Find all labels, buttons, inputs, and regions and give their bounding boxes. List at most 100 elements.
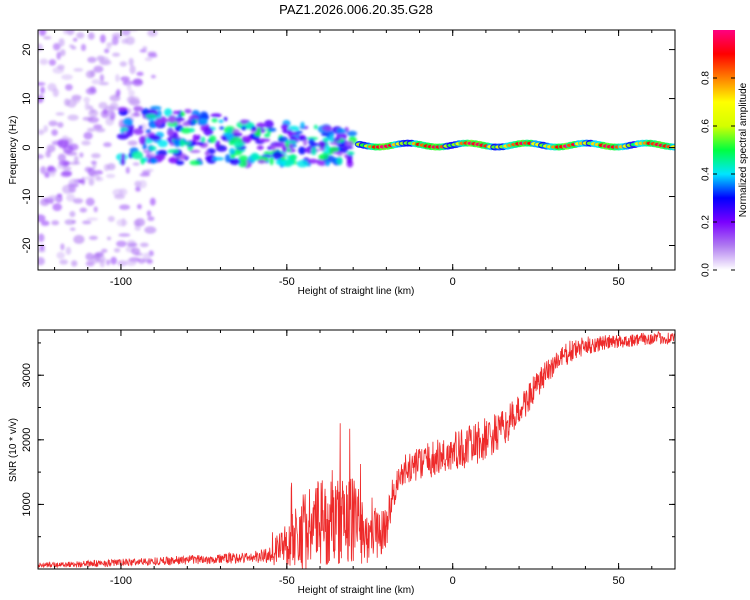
spectrogram-blob bbox=[179, 138, 185, 147]
snr-y-tick-label: 2000 bbox=[21, 428, 33, 452]
spectrogram-blob bbox=[343, 145, 354, 150]
snr-x-tick-label: -100 bbox=[110, 575, 132, 587]
spectrogram-blob bbox=[321, 132, 330, 137]
snr-x-label: Height of straight line (km) bbox=[298, 585, 415, 596]
spectrogram-blob bbox=[101, 248, 108, 253]
spectrogram-blob bbox=[204, 151, 210, 156]
spectrogram-blob bbox=[87, 32, 95, 40]
spectrogram-blob bbox=[82, 116, 94, 121]
spectrogram-blob bbox=[303, 139, 308, 146]
spectrogram-blob bbox=[274, 142, 286, 148]
spectrogram-blob bbox=[125, 258, 137, 266]
colorbar-tick-label: 0.4 bbox=[701, 167, 712, 181]
spectrogram-blob bbox=[345, 140, 354, 147]
spectrogram-blob bbox=[128, 89, 135, 97]
spectrogram-blob bbox=[60, 243, 65, 251]
spectrogram-blob bbox=[145, 168, 154, 172]
spectrogram-blob bbox=[109, 102, 119, 111]
spectrogram-blob bbox=[172, 110, 180, 115]
spectrogram-blobs bbox=[38, 30, 358, 268]
spectrogram-blob bbox=[233, 141, 243, 149]
spectrogram-blob bbox=[67, 114, 79, 121]
spectrogram-blob bbox=[38, 30, 47, 36]
spectrogram-y-tick-label: -20 bbox=[21, 238, 33, 254]
spectrogram-blob bbox=[182, 141, 192, 146]
snr-y-label: SNR (10 * v/v) bbox=[8, 418, 19, 482]
spectrogram-blob bbox=[83, 131, 93, 140]
spectrogram-blob bbox=[115, 74, 120, 83]
spectrogram-blob bbox=[89, 69, 96, 78]
spectrogram-blob bbox=[38, 248, 46, 253]
spectrogram-blob bbox=[106, 236, 112, 241]
spectrogram-carrier-line bbox=[354, 139, 675, 151]
snr-x-tick-label: 0 bbox=[450, 575, 456, 587]
spectrogram-blob bbox=[112, 52, 121, 57]
spectrogram-blob bbox=[219, 126, 225, 130]
spectrogram-blob bbox=[59, 259, 69, 265]
spectrogram-blob bbox=[131, 247, 141, 255]
spectrogram-blob bbox=[109, 94, 121, 102]
spectrogram-blob bbox=[61, 74, 73, 80]
spectrogram-blob bbox=[346, 130, 358, 137]
spectrogram-blob bbox=[114, 194, 125, 200]
spectrogram-blob bbox=[329, 135, 334, 143]
spectrogram-blob bbox=[191, 117, 197, 125]
spectrogram-blob bbox=[251, 126, 257, 131]
snr-x-tick-label: 50 bbox=[612, 575, 624, 587]
spectrogram-blob bbox=[73, 68, 84, 72]
spectrogram-blob bbox=[308, 138, 315, 146]
spectrogram-blob bbox=[38, 82, 46, 86]
snr-y-tick-label: 3000 bbox=[21, 363, 33, 387]
spectrogram-blob bbox=[80, 43, 87, 52]
spectrogram-blob bbox=[285, 148, 292, 153]
spectrogram-blob bbox=[79, 207, 88, 213]
spectrogram-blob bbox=[281, 145, 287, 153]
spectrogram-blob bbox=[56, 193, 63, 198]
spectrogram-blob bbox=[298, 134, 306, 139]
spectrogram-blob bbox=[127, 242, 138, 247]
spectrogram-blob bbox=[52, 88, 59, 97]
spectrogram-blob bbox=[56, 251, 65, 260]
spectrogram-blob bbox=[211, 118, 218, 123]
spectrogram-blob bbox=[129, 65, 136, 75]
spectrogram-blob bbox=[229, 158, 241, 166]
spectrogram-blob bbox=[259, 138, 271, 143]
spectrogram-blob bbox=[136, 71, 144, 76]
spectrogram-blob bbox=[57, 64, 65, 70]
spectrogram-y-ticks: -20 -10 0 10 20 bbox=[21, 43, 675, 253]
spectrogram-blob bbox=[182, 121, 191, 127]
spectrogram-blob bbox=[221, 135, 227, 141]
spectrogram-blob bbox=[84, 176, 95, 181]
spectrogram-blob bbox=[66, 30, 75, 36]
spectrogram-blob bbox=[116, 219, 128, 227]
spectrogram-blob bbox=[58, 160, 70, 166]
spectrogram-blob bbox=[79, 152, 84, 158]
spectrogram-blob bbox=[147, 51, 157, 56]
spectrogram-blob bbox=[133, 128, 144, 135]
spectrogram-blob bbox=[45, 150, 51, 158]
spectrogram-blob bbox=[66, 98, 77, 108]
spectrogram-blob bbox=[313, 124, 318, 130]
spectrogram-blob bbox=[346, 154, 353, 164]
spectrogram-blob bbox=[134, 225, 141, 231]
spectrogram-blob bbox=[318, 155, 325, 160]
spectrogram-blob bbox=[255, 123, 267, 127]
spectrogram-blob bbox=[318, 147, 326, 151]
spectrogram-y-tick-label: 10 bbox=[21, 92, 33, 104]
spectrogram-blob bbox=[286, 140, 298, 144]
spectrogram-blob bbox=[176, 117, 185, 122]
snr-frame bbox=[37, 329, 676, 570]
spectrogram-blob bbox=[89, 171, 98, 178]
spectrogram-blob bbox=[119, 204, 131, 210]
spectrogram-blob bbox=[40, 86, 45, 94]
spectrogram-blob bbox=[126, 96, 136, 104]
spectrogram-blob bbox=[268, 127, 277, 132]
spectrogram-blob bbox=[229, 147, 236, 155]
spectrogram-blob bbox=[116, 89, 121, 97]
spectrogram-blob bbox=[337, 156, 343, 166]
spectrogram-blob bbox=[121, 30, 131, 36]
spectrogram-blob bbox=[56, 51, 61, 60]
spectrogram-blob bbox=[150, 74, 156, 79]
